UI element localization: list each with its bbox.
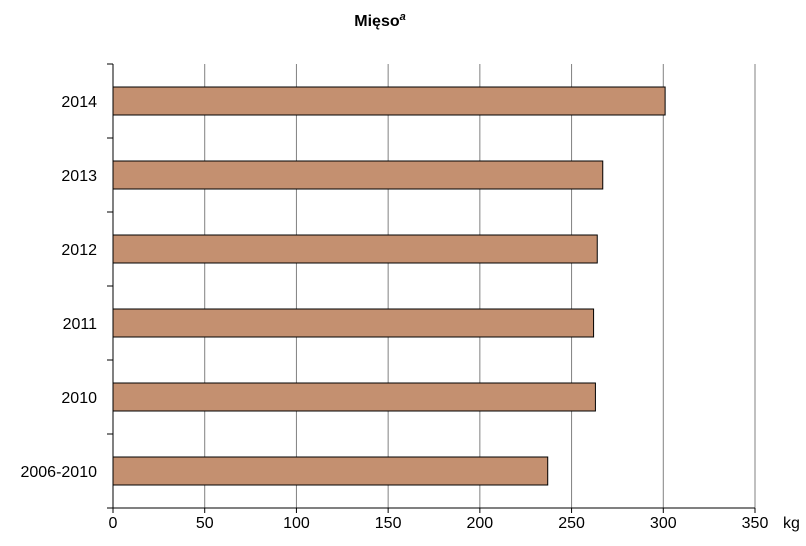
- y-tick-label: 2011: [63, 316, 98, 333]
- y-tick-label: 2014: [61, 94, 97, 111]
- x-tick-label: 0: [109, 515, 118, 532]
- x-tick-label: 100: [283, 515, 310, 532]
- y-tick-label: 2006-2010: [20, 464, 97, 481]
- bar-2013: [112, 160, 604, 190]
- bar-2012: [112, 234, 598, 264]
- x-tick-label: 250: [558, 515, 585, 532]
- y-tick-label: 2012: [61, 242, 97, 259]
- y-tick-label: 2010: [61, 390, 97, 407]
- x-tick-labels: 0 50 100 150 200 250 300 350: [109, 515, 769, 532]
- x-tick-label: 200: [467, 515, 494, 532]
- x-tick-label: 50: [196, 515, 214, 532]
- bar-2014: [112, 86, 666, 116]
- bar-2010: [112, 382, 596, 412]
- chart-title: Mięsoa: [354, 11, 405, 30]
- x-tick-label: 150: [375, 515, 402, 532]
- y-tick-label: 2013: [61, 168, 97, 185]
- x-tick-label: 300: [650, 515, 677, 532]
- bars: [112, 86, 666, 486]
- x-axis-unit: kg: [783, 515, 800, 532]
- gridlines: [204, 64, 756, 508]
- bar-2006-2010: [112, 456, 549, 486]
- axes: [107, 63, 756, 513]
- bar-2011: [112, 308, 595, 338]
- y-tick-labels: 2006-2010 2010 2011 2012 2013 2014: [20, 94, 97, 481]
- x-tick-label: 350: [742, 515, 769, 532]
